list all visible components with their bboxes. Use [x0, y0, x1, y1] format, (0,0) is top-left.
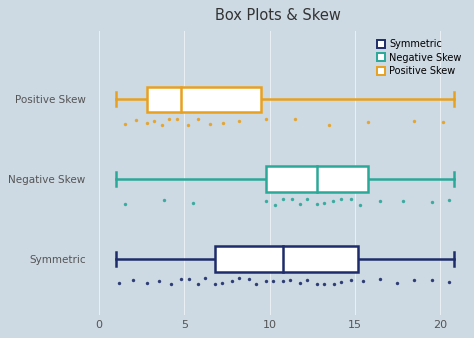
Point: [262, 279, 270, 284]
Point: [143, 120, 151, 126]
Point: [428, 277, 435, 283]
Point: [279, 196, 287, 201]
Point: [143, 280, 151, 286]
Point: [211, 281, 219, 286]
Point: [286, 277, 294, 282]
Point: [206, 121, 214, 127]
Point: [330, 281, 338, 286]
Point: [410, 119, 418, 124]
Point: [177, 276, 185, 281]
Bar: [147, 87, 261, 112]
Point: [393, 280, 401, 285]
Point: [320, 200, 328, 206]
Point: [360, 279, 367, 284]
Point: [184, 122, 191, 127]
Point: [399, 198, 406, 204]
Point: [201, 276, 209, 281]
Point: [194, 282, 201, 287]
Point: [313, 201, 321, 207]
Point: [158, 122, 166, 127]
Point: [292, 117, 299, 122]
Point: [269, 278, 277, 284]
Point: [252, 282, 260, 287]
Point: [262, 116, 270, 121]
Point: [116, 281, 123, 286]
Point: [288, 196, 295, 201]
Point: [189, 200, 197, 206]
Point: [133, 117, 140, 123]
Point: [150, 119, 157, 124]
Bar: [215, 246, 358, 272]
Point: [235, 118, 243, 124]
Point: [377, 276, 384, 282]
Point: [173, 116, 181, 122]
Point: [121, 121, 128, 126]
Title: Box Plots & Skew: Box Plots & Skew: [215, 8, 341, 23]
Point: [303, 196, 311, 201]
Point: [303, 277, 311, 282]
Point: [155, 279, 163, 284]
Point: [320, 281, 328, 286]
Point: [271, 202, 278, 207]
Point: [337, 196, 345, 201]
Bar: [266, 166, 368, 192]
Point: [228, 278, 236, 283]
Point: [296, 281, 304, 286]
Point: [279, 279, 287, 284]
Legend: Symmetric, Negative Skew, Positive Skew: Symmetric, Negative Skew, Positive Skew: [374, 36, 465, 79]
Point: [326, 122, 333, 127]
Point: [445, 197, 452, 202]
Point: [347, 277, 355, 283]
Point: [186, 276, 193, 282]
Point: [440, 119, 447, 124]
Point: [121, 201, 128, 207]
Point: [235, 276, 243, 281]
Point: [194, 116, 201, 121]
Point: [329, 198, 337, 203]
Point: [245, 276, 253, 282]
Point: [365, 119, 372, 124]
Point: [165, 116, 173, 122]
Point: [445, 280, 452, 285]
Point: [377, 199, 384, 204]
Point: [219, 120, 227, 126]
Point: [347, 196, 355, 202]
Point: [356, 202, 364, 207]
Point: [160, 197, 168, 203]
Point: [167, 282, 174, 287]
Point: [129, 277, 137, 283]
Point: [428, 199, 435, 204]
Point: [313, 282, 321, 287]
Point: [262, 198, 270, 204]
Point: [296, 202, 304, 207]
Point: [218, 280, 226, 285]
Point: [410, 277, 418, 283]
Point: [337, 280, 345, 285]
